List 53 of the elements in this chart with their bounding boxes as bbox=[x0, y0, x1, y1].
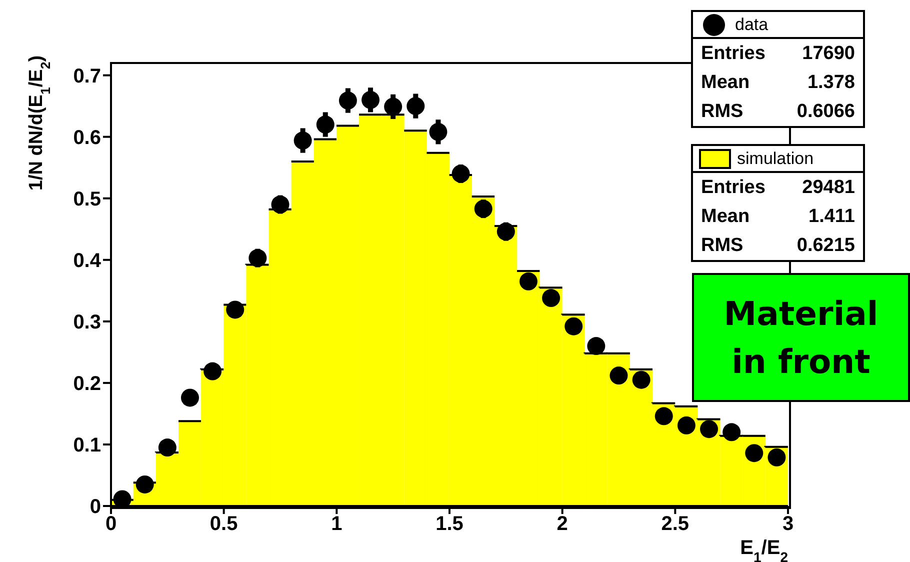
point bbox=[248, 249, 267, 268]
point bbox=[745, 444, 764, 462]
y-tick-label: 0.5 bbox=[73, 188, 101, 210]
point bbox=[474, 200, 492, 218]
point bbox=[384, 98, 402, 116]
point bbox=[204, 362, 222, 380]
point bbox=[362, 90, 380, 109]
legend-label: simulation bbox=[737, 148, 814, 168]
point bbox=[632, 370, 650, 389]
point bbox=[429, 122, 448, 141]
point bbox=[677, 416, 696, 434]
point bbox=[542, 289, 560, 308]
point bbox=[294, 132, 312, 150]
y-tick-label: 0.7 bbox=[73, 65, 101, 88]
y-tick-label: 0.2 bbox=[73, 373, 101, 396]
text: RMS 0.6066 bbox=[701, 101, 855, 122]
point bbox=[768, 448, 786, 466]
x-tick-label: 2.5 bbox=[661, 513, 690, 536]
text: Entries 17690 bbox=[701, 43, 855, 64]
point bbox=[158, 438, 176, 457]
point bbox=[654, 407, 673, 426]
point bbox=[700, 420, 718, 438]
point bbox=[610, 366, 628, 385]
point bbox=[519, 272, 538, 290]
legend-label: data bbox=[735, 14, 768, 34]
point bbox=[406, 97, 425, 116]
point bbox=[587, 337, 606, 356]
point bbox=[226, 300, 244, 319]
point bbox=[496, 222, 515, 241]
annotation: Material in front bbox=[722, 292, 880, 382]
point bbox=[722, 423, 741, 442]
x-tick-label: 2 bbox=[556, 513, 568, 536]
point bbox=[316, 116, 334, 134]
y-tick-label: 0.1 bbox=[73, 434, 101, 457]
point bbox=[271, 196, 290, 214]
y-tick-label: 0 bbox=[90, 496, 101, 518]
y-tick-label: 0.3 bbox=[73, 312, 101, 334]
y-tick-label: 0.4 bbox=[73, 250, 102, 272]
text: Entries 29481 bbox=[701, 177, 855, 198]
point bbox=[338, 92, 357, 110]
point bbox=[180, 388, 199, 407]
x-axis-title: E$_{1}$/E$_{2}$ bbox=[740, 537, 788, 562]
point bbox=[564, 317, 583, 336]
x-tick-label: 1.5 bbox=[436, 513, 464, 536]
x-tick-label: 1 bbox=[331, 513, 342, 536]
x-tick-label: 3 bbox=[782, 513, 794, 536]
x-tick-label: 0 bbox=[105, 513, 117, 536]
text: Mean 1.378 bbox=[701, 72, 855, 93]
point bbox=[452, 164, 470, 183]
text: RMS 0.6215 bbox=[701, 235, 855, 256]
text: Mean 1.411 bbox=[701, 206, 855, 227]
x-tick-label: 0.5 bbox=[210, 513, 238, 536]
y-tick-label: 0.6 bbox=[73, 126, 101, 149]
